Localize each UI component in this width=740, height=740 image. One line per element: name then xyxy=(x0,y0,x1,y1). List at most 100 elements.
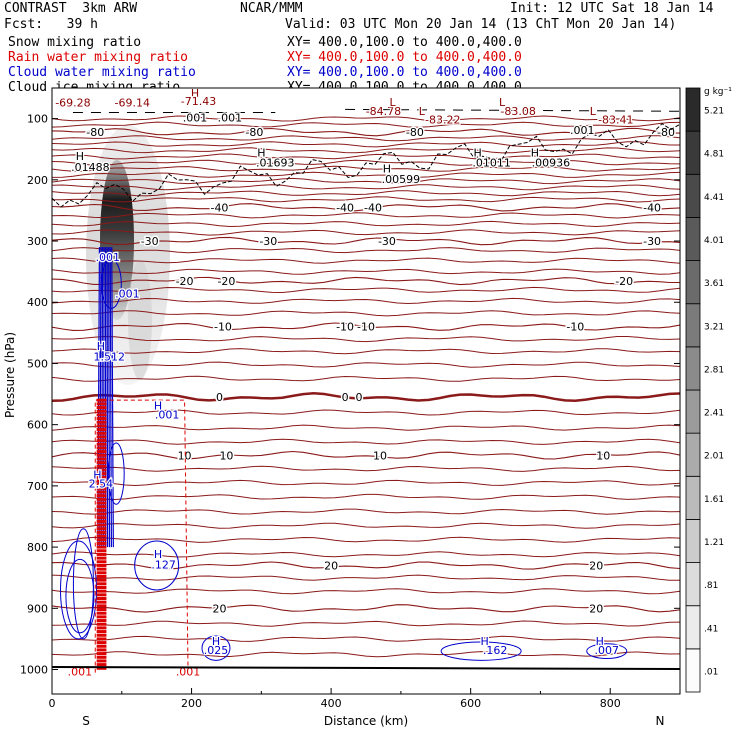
extrema-label: H xyxy=(97,340,105,353)
init-time: Init: 12 UTC Sat 18 Jan 14 xyxy=(510,1,714,16)
y-tick-label: 800 xyxy=(27,541,48,554)
extrema-label: .001 xyxy=(155,409,180,422)
isotherm-label: -40 xyxy=(643,201,661,214)
colorbar-swatch xyxy=(685,217,701,261)
colorbar-unit: g kg⁻¹ xyxy=(704,87,732,97)
isotherm-line xyxy=(52,522,680,529)
extrema-label: .007 xyxy=(594,644,619,657)
extrema-label: .00936 xyxy=(532,156,571,169)
isotherm-line xyxy=(52,424,680,431)
isotherm-label: 0 xyxy=(216,391,223,404)
isotherm-label: -10 xyxy=(336,321,354,334)
extrema-label: .01011 xyxy=(472,156,511,169)
extrema-label: 1.512 xyxy=(93,350,125,363)
cloud-ice-contour xyxy=(52,123,680,208)
isotherm-line xyxy=(52,635,680,642)
plot-frame xyxy=(51,87,681,695)
isotherm-line xyxy=(52,335,680,343)
x-tick-label: 400 xyxy=(321,697,342,710)
isotherm-line xyxy=(52,508,680,515)
isotherm-line xyxy=(52,348,680,355)
cloud-water-contour xyxy=(134,540,180,591)
isotherm-line xyxy=(52,438,680,445)
isotherm-line xyxy=(52,212,680,219)
extrema-label: H xyxy=(154,548,162,561)
isotherm-label: -20 xyxy=(176,275,194,288)
extrema-label: 2.54 xyxy=(89,478,114,491)
y-tick-label: 1000 xyxy=(20,664,48,677)
isotherm-line xyxy=(52,247,680,254)
extrema-label: .001 xyxy=(218,112,243,125)
isotherm-labelled-line xyxy=(52,276,680,286)
isotherm-line xyxy=(52,184,680,191)
isotherm-line xyxy=(52,361,680,368)
extrema-label: H xyxy=(257,147,265,160)
colorbar-level-label: 3.21 xyxy=(704,322,724,332)
isotherm-line xyxy=(52,310,680,317)
y-tick-label: 300 xyxy=(27,235,48,248)
cloud-water-contour xyxy=(107,442,125,505)
y-tick-label: 600 xyxy=(27,419,48,432)
extrema-label: H xyxy=(531,147,539,160)
extrema-label: H xyxy=(93,469,101,482)
isotherm-line xyxy=(52,536,680,543)
isotherm-labelled-line xyxy=(52,604,680,613)
model-title: CONTRAST 3km ARW xyxy=(4,1,138,16)
extrema-label: H xyxy=(474,147,482,160)
colorbar-swatch xyxy=(685,87,701,132)
isotherm-line xyxy=(52,574,680,581)
cloud-water-contour xyxy=(201,635,231,661)
isotherm-label: 20 xyxy=(212,602,226,615)
x-tick-label: 200 xyxy=(181,697,202,710)
isotherm-labelled-line xyxy=(52,561,680,570)
isotherm-line xyxy=(52,588,680,595)
isotherm-label: 20 xyxy=(589,602,603,615)
extrema-label: -84.78 xyxy=(366,105,401,118)
cloud-ice-contour-top xyxy=(72,108,680,113)
isotherm-line xyxy=(52,257,680,264)
extrema-label: .001 xyxy=(183,112,208,125)
colorbar-swatch xyxy=(685,605,701,650)
extrema-label: -83.08 xyxy=(500,105,535,118)
colorbar-level-label: 3.61 xyxy=(704,279,724,289)
isotherm-label: -30 xyxy=(378,235,396,248)
extrema-label: -69.28 xyxy=(55,96,90,109)
isotherm-line xyxy=(52,465,680,472)
extrema-label: -83.41 xyxy=(598,114,633,127)
colorbar-swatch xyxy=(685,389,701,434)
isotherm-line xyxy=(52,297,680,305)
isotherm-labelled-line xyxy=(52,450,680,460)
extrema-label: .01488 xyxy=(71,161,110,174)
isotherm-label: 0 xyxy=(342,391,349,404)
extrema-label: L xyxy=(419,105,426,118)
isotherm-label: -80 xyxy=(86,126,104,139)
isotherm-line xyxy=(52,165,680,172)
colorbar-level-label: 1.61 xyxy=(704,495,724,505)
isotherm-labelled-line xyxy=(52,203,680,212)
snow-shading-tail xyxy=(128,260,152,380)
x-axis-label: Distance (km) xyxy=(324,714,408,728)
extrema-label: L xyxy=(499,96,506,109)
isotherm-label: 10 xyxy=(178,449,192,462)
isotherm-line xyxy=(52,171,680,178)
colorbar-swatch xyxy=(685,173,701,218)
y-tick-label: 400 xyxy=(27,296,48,309)
isotherm-label: -40 xyxy=(210,201,228,214)
isotherm-line xyxy=(52,220,680,228)
colorbar-level-label: .01 xyxy=(704,667,718,677)
colorbar-swatch xyxy=(685,432,701,477)
colorbar-swatch xyxy=(685,562,701,607)
extrema-label: .001 xyxy=(68,666,93,679)
isotherm-labelled-line xyxy=(52,127,680,137)
extrema-label: H xyxy=(76,150,84,163)
colorbar-level-label: 1.21 xyxy=(704,538,724,548)
isotherm-label: -80 xyxy=(657,126,675,139)
cloud-water-contour xyxy=(65,558,95,634)
extrema-label: -83.22 xyxy=(425,114,460,127)
legend-snow-label: Snow mixing ratio xyxy=(8,35,142,50)
colorbar-level-label: 4.01 xyxy=(704,236,724,246)
colorbar-swatch xyxy=(685,130,701,175)
extrema-label: .127 xyxy=(151,559,176,572)
colorbar-level-label: 2.81 xyxy=(704,365,724,375)
